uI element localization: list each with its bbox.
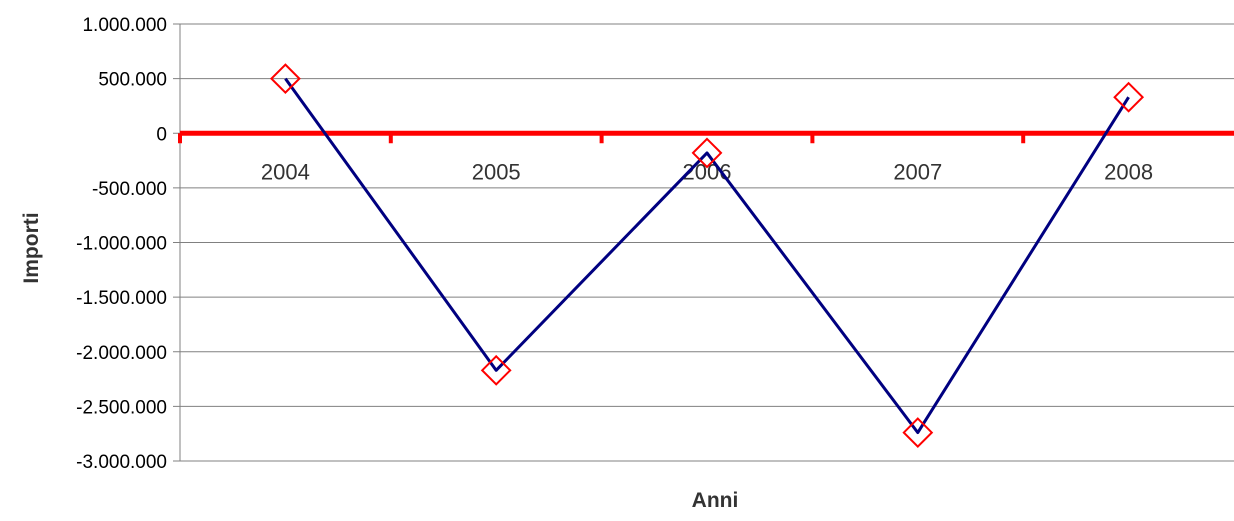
- series-layer: [284, 77, 1130, 435]
- x-axis-title: Anni: [692, 489, 739, 512]
- axes: [173, 23, 1234, 462]
- data-point-marker: [269, 63, 301, 95]
- y-tick-label: -2.000.000: [76, 343, 167, 364]
- x-category-label: 2008: [1104, 159, 1153, 184]
- x-category-labels: 2004 2005 2006 2007 2008: [261, 159, 1153, 184]
- gridlines: [180, 23, 1234, 462]
- y-axis-title: Importi: [20, 212, 43, 283]
- y-tick-label: -2.500.000: [76, 397, 167, 418]
- y-tick-label: 0: [156, 124, 167, 145]
- data-point-marker: [1113, 81, 1145, 113]
- y-tick-label: -3.000.000: [76, 452, 167, 473]
- markers-layer: [269, 63, 1145, 449]
- y-tick-label: 500.000: [98, 70, 167, 91]
- y-tick-label: -1.000.000: [76, 234, 167, 255]
- series-line: [284, 77, 1130, 435]
- y-tick-label: 1.000.000: [82, 15, 167, 36]
- y-tick-labels: 1.000.000 500.000 0 -500.000 -1.000.000 -1.50…: [76, 15, 167, 473]
- x-category-label: 2007: [893, 159, 942, 184]
- data-point-marker: [480, 354, 512, 386]
- data-point-marker: [902, 417, 934, 449]
- y-tick-label: -1.500.000: [76, 288, 167, 309]
- x-category-label: 2005: [472, 159, 521, 184]
- x-category-label: 2004: [261, 159, 310, 184]
- y-tick-label: -500.000: [92, 179, 167, 200]
- data-point-marker: [691, 137, 723, 169]
